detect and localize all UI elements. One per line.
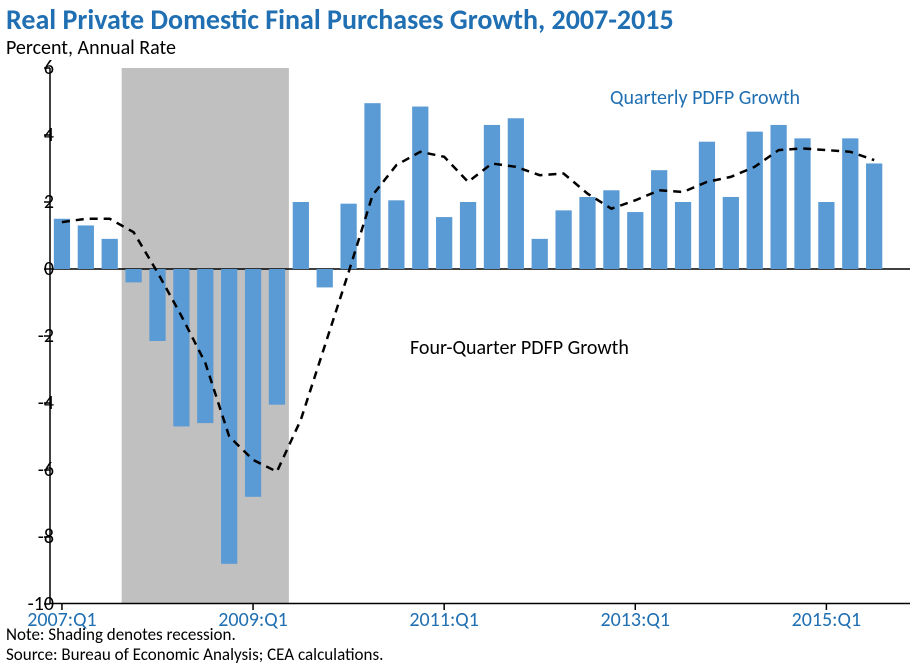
bar <box>579 197 595 269</box>
y-tick-label: -2 <box>14 324 54 348</box>
bar <box>293 202 309 269</box>
bar <box>699 142 715 269</box>
bar <box>794 138 810 269</box>
x-tick-label: 2011:Q1 <box>409 608 479 632</box>
y-tick-label: -4 <box>14 391 54 415</box>
y-tick-label: -6 <box>14 458 54 482</box>
bar <box>603 190 619 269</box>
bar <box>364 103 380 269</box>
footer-note: Note: Shading denotes recession. <box>6 624 236 645</box>
chart-title: Real Private Domestic Final Purchases Gr… <box>6 2 674 37</box>
series-label-four-quarter: Four-Quarter PDFP Growth <box>410 336 629 360</box>
bar <box>125 269 141 282</box>
bar <box>747 132 763 269</box>
bar <box>484 125 500 269</box>
series-label-quarterly: Quarterly PDFP Growth <box>610 86 800 110</box>
bar <box>842 138 858 269</box>
bar <box>78 225 94 269</box>
y-tick-label: 6 <box>14 56 54 80</box>
x-tick-label: 2015:Q1 <box>792 608 862 632</box>
bar <box>388 200 404 269</box>
bar <box>508 118 524 269</box>
bar <box>532 239 548 269</box>
bar <box>651 170 667 269</box>
bar <box>102 239 118 269</box>
bar <box>340 204 356 269</box>
y-tick-label: 2 <box>14 190 54 214</box>
bar <box>460 202 476 269</box>
bar <box>770 125 786 269</box>
bar <box>269 269 285 405</box>
bar <box>317 269 333 287</box>
bar <box>555 210 571 269</box>
y-tick-label: -8 <box>14 525 54 549</box>
y-tick-label: 4 <box>14 123 54 147</box>
footer-source: Source: Bureau of Economic Analysis; CEA… <box>6 644 383 665</box>
bar <box>173 269 189 426</box>
bar <box>723 197 739 269</box>
bar <box>149 269 165 341</box>
chart-container: Real Private Domestic Final Purchases Gr… <box>0 0 920 667</box>
bar <box>412 107 428 269</box>
bar <box>54 219 70 269</box>
bar <box>818 202 834 269</box>
bar <box>627 212 643 269</box>
bar <box>675 202 691 269</box>
bar <box>197 269 213 423</box>
bar <box>866 163 882 269</box>
bar <box>436 217 452 269</box>
y-tick-label: 0 <box>14 257 54 281</box>
x-tick-label: 2013:Q1 <box>601 608 671 632</box>
